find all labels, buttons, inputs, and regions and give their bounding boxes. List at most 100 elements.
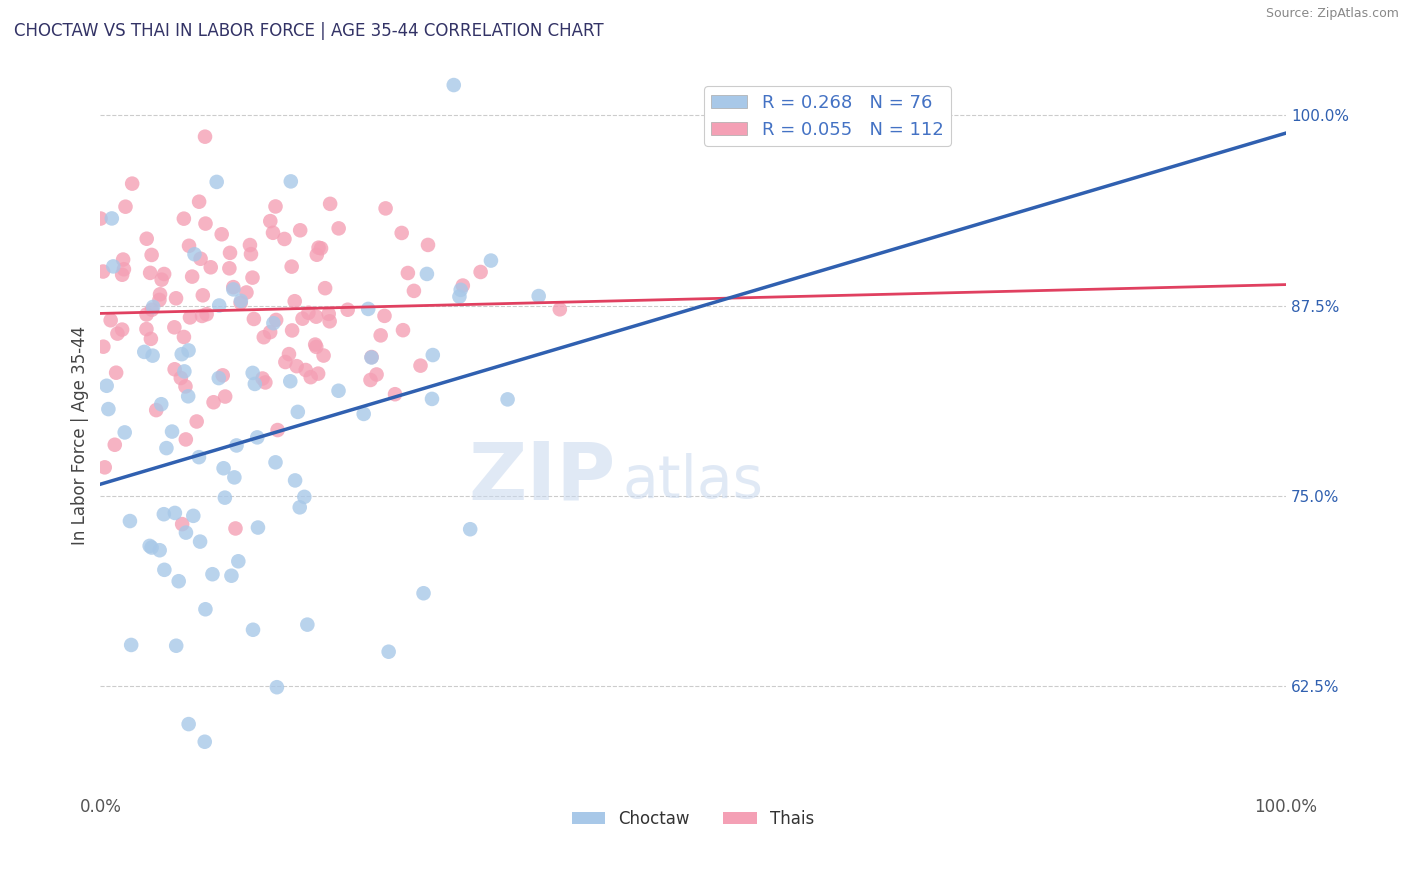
Point — [167, 574, 190, 589]
Point — [243, 312, 266, 326]
Point — [194, 217, 217, 231]
Point — [412, 586, 434, 600]
Point — [420, 392, 443, 406]
Point — [173, 330, 195, 344]
Point — [422, 348, 444, 362]
Point — [308, 241, 330, 255]
Point — [139, 332, 162, 346]
Point — [112, 252, 135, 267]
Point — [235, 285, 257, 300]
Point — [242, 623, 264, 637]
Point — [107, 326, 129, 341]
Point — [101, 211, 124, 226]
Point — [373, 309, 395, 323]
Point — [135, 308, 157, 322]
Point — [280, 174, 302, 188]
Point — [191, 309, 214, 323]
Point — [370, 328, 392, 343]
Point — [416, 267, 439, 281]
Point — [291, 311, 314, 326]
Point — [211, 368, 233, 383]
Point — [138, 539, 160, 553]
Point — [360, 373, 382, 387]
Point — [153, 563, 176, 577]
Point — [165, 639, 187, 653]
Point — [299, 370, 322, 384]
Point — [179, 310, 201, 325]
Point — [222, 280, 245, 294]
Point — [305, 310, 328, 324]
Point — [112, 262, 135, 277]
Point — [479, 253, 502, 268]
Point — [212, 461, 235, 475]
Point — [281, 323, 304, 337]
Point — [252, 371, 274, 385]
Text: Source: ZipAtlas.com: Source: ZipAtlas.com — [1265, 7, 1399, 21]
Point — [305, 340, 328, 354]
Point — [451, 278, 474, 293]
Point — [360, 350, 382, 364]
Point — [285, 359, 308, 373]
Point — [153, 267, 176, 281]
Point — [280, 260, 302, 274]
Point — [264, 455, 287, 469]
Point — [266, 680, 288, 694]
Point — [259, 214, 281, 228]
Point — [90, 211, 112, 226]
Point — [141, 248, 163, 262]
Point — [239, 238, 262, 252]
Point — [262, 316, 284, 330]
Point — [527, 289, 550, 303]
Point — [328, 384, 350, 398]
Point — [224, 470, 246, 484]
Point — [221, 568, 243, 582]
Point — [114, 425, 136, 440]
Point — [135, 322, 157, 336]
Point — [392, 323, 415, 337]
Point — [173, 211, 195, 226]
Point — [93, 340, 115, 354]
Point — [274, 355, 297, 369]
Point — [242, 270, 264, 285]
Point — [153, 507, 176, 521]
Point — [222, 282, 245, 296]
Point — [266, 423, 288, 437]
Point — [548, 302, 571, 317]
Point — [194, 602, 217, 616]
Point — [294, 363, 316, 377]
Point — [287, 405, 309, 419]
Text: atlas: atlas — [621, 453, 763, 510]
Point — [177, 717, 200, 731]
Point — [141, 541, 163, 555]
Point — [149, 543, 172, 558]
Point — [458, 522, 481, 536]
Point — [181, 508, 204, 523]
Point — [188, 450, 211, 465]
Point — [188, 534, 211, 549]
Point — [163, 506, 186, 520]
Text: ZIP: ZIP — [468, 439, 616, 517]
Point — [111, 268, 134, 282]
Point — [149, 287, 172, 301]
Point — [93, 460, 115, 475]
Point — [229, 293, 252, 308]
Point — [142, 349, 165, 363]
Point — [228, 554, 250, 568]
Point — [449, 290, 471, 304]
Point — [360, 351, 382, 365]
Point — [314, 281, 336, 295]
Point — [148, 293, 170, 307]
Point — [120, 638, 142, 652]
Point — [177, 343, 200, 358]
Point — [229, 296, 252, 310]
Point — [246, 520, 269, 534]
Point — [353, 407, 375, 421]
Point — [409, 359, 432, 373]
Point — [297, 617, 319, 632]
Point — [288, 223, 311, 237]
Point — [163, 320, 186, 334]
Point — [194, 129, 217, 144]
Point — [150, 273, 173, 287]
Point — [218, 261, 240, 276]
Point — [377, 645, 399, 659]
